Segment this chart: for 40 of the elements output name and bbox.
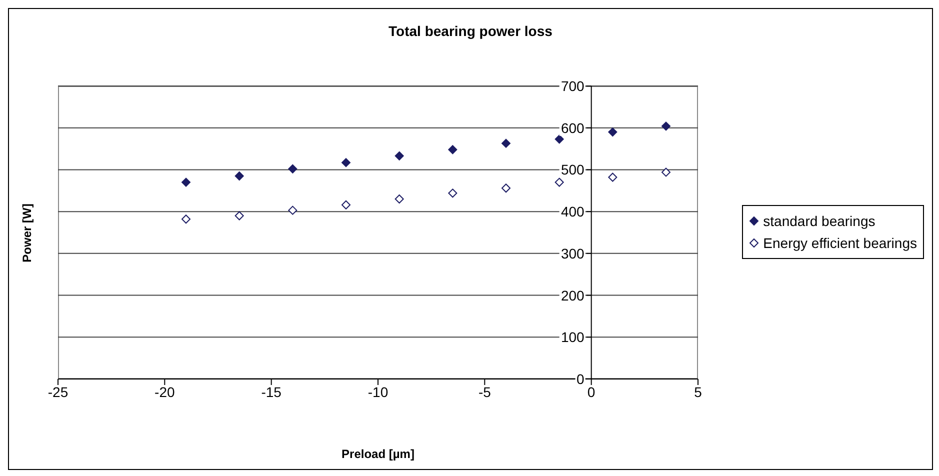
- point: [448, 145, 458, 154]
- point: [662, 122, 670, 131]
- legend-label: standard bearings: [763, 212, 876, 231]
- x-tick-label: -5: [478, 384, 492, 400]
- y-tick-label: 600: [560, 120, 585, 136]
- point: [234, 171, 244, 180]
- y-tick-label: 700: [560, 78, 585, 94]
- point: [608, 172, 618, 182]
- y-tick-label: 100: [560, 329, 585, 346]
- y-axis-title: Power [W]: [20, 203, 34, 262]
- point: [554, 134, 564, 144]
- point: [234, 211, 244, 220]
- point: [182, 214, 190, 224]
- y-tick-label: 400: [560, 204, 585, 220]
- point: [288, 206, 298, 215]
- x-tick-label: -10: [368, 384, 388, 400]
- point: [448, 188, 458, 198]
- point: [662, 168, 670, 177]
- point: [554, 178, 564, 187]
- legend-label: Energy efficient bearings: [763, 234, 917, 253]
- x-tick-label: 5: [694, 384, 702, 400]
- y-tick-label: 0: [576, 371, 585, 387]
- x-tick-label: -25: [48, 384, 68, 400]
- x-tick-label: -20: [154, 384, 175, 400]
- chart-title: Total bearing power loss: [388, 23, 554, 39]
- x-tick-label: -15: [261, 384, 282, 400]
- x-tick-label: 0: [587, 384, 596, 400]
- point: [182, 178, 190, 187]
- point: [288, 164, 298, 174]
- point: [394, 194, 404, 204]
- point: [394, 151, 404, 160]
- y-tick-label: 200: [560, 287, 585, 304]
- x-axis-title: Preload [µm]: [340, 447, 416, 461]
- y-tick-label: 500: [560, 162, 585, 178]
- point: [502, 138, 510, 148]
- point: [342, 200, 350, 210]
- point: [608, 128, 618, 137]
- point: [502, 184, 510, 193]
- point: [342, 158, 350, 168]
- y-tick-label: 300: [560, 245, 585, 262]
